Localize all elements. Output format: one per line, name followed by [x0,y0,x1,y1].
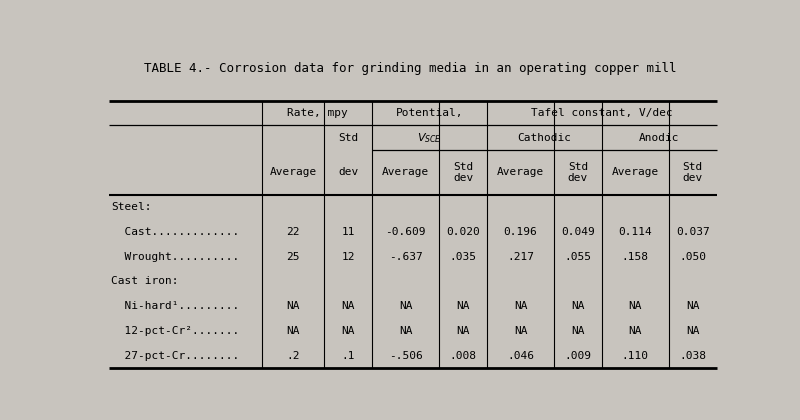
Text: NA: NA [571,301,585,311]
Text: 0.037: 0.037 [676,227,710,237]
Text: .038: .038 [679,351,706,361]
Text: -0.609: -0.609 [386,227,426,237]
Text: NA: NA [286,301,300,311]
Text: Std
dev: Std dev [453,162,474,183]
Text: Tafel constant, V/dec: Tafel constant, V/dec [531,108,673,118]
Text: NA: NA [286,326,300,336]
Text: Cathodic: Cathodic [518,133,572,143]
Text: NA: NA [686,326,699,336]
Text: Std
dev: Std dev [682,162,703,183]
Text: 12: 12 [342,252,355,262]
Text: 12-pct-Cr².......: 12-pct-Cr²....... [111,326,239,336]
Text: .035: .035 [450,252,477,262]
Text: -.506: -.506 [389,351,422,361]
Text: NA: NA [342,301,355,311]
Text: 22: 22 [286,227,300,237]
Text: .008: .008 [450,351,477,361]
Text: .158: .158 [622,252,649,262]
Text: Std: Std [338,133,358,143]
Text: Steel:: Steel: [111,202,152,212]
Text: 11: 11 [342,227,355,237]
Text: .110: .110 [622,351,649,361]
Text: .055: .055 [565,252,591,262]
Text: .009: .009 [565,351,591,361]
Text: 0.049: 0.049 [561,227,595,237]
Text: dev: dev [338,167,358,177]
Text: Average: Average [612,167,659,177]
Text: .1: .1 [342,351,355,361]
Text: 0.114: 0.114 [618,227,652,237]
Text: Average: Average [497,167,544,177]
Text: Wrought..........: Wrought.......... [111,252,239,262]
Text: NA: NA [629,301,642,311]
Text: NA: NA [571,326,585,336]
Text: 25: 25 [286,252,300,262]
Text: 0.196: 0.196 [504,227,538,237]
Text: NA: NA [399,326,413,336]
Text: -.637: -.637 [389,252,422,262]
Text: Anodic: Anodic [639,133,680,143]
Text: Std
dev: Std dev [568,162,588,183]
Text: NA: NA [456,326,470,336]
Text: NA: NA [629,326,642,336]
Text: Average: Average [382,167,430,177]
Text: NA: NA [514,301,527,311]
Text: 27-pct-Cr........: 27-pct-Cr........ [111,351,239,361]
Text: Cast iron:: Cast iron: [111,276,178,286]
Text: NA: NA [514,326,527,336]
Text: .2: .2 [286,351,300,361]
Text: Rate, mpy: Rate, mpy [286,108,347,118]
Text: NA: NA [342,326,355,336]
Text: .217: .217 [507,252,534,262]
Text: TABLE 4.- Corrosion data for grinding media in an operating copper mill: TABLE 4.- Corrosion data for grinding me… [144,62,676,75]
Text: NA: NA [456,301,470,311]
Text: NA: NA [686,301,699,311]
Text: .046: .046 [507,351,534,361]
Text: Potential,: Potential, [396,108,463,118]
Text: Average: Average [270,167,317,177]
Text: Ni-hard¹.........: Ni-hard¹......... [111,301,239,311]
Text: NA: NA [399,301,413,311]
Text: Cast.............: Cast............. [111,227,239,237]
Text: 0.020: 0.020 [446,227,480,237]
Text: .050: .050 [679,252,706,262]
Text: $V_{SCE}$: $V_{SCE}$ [418,131,442,144]
